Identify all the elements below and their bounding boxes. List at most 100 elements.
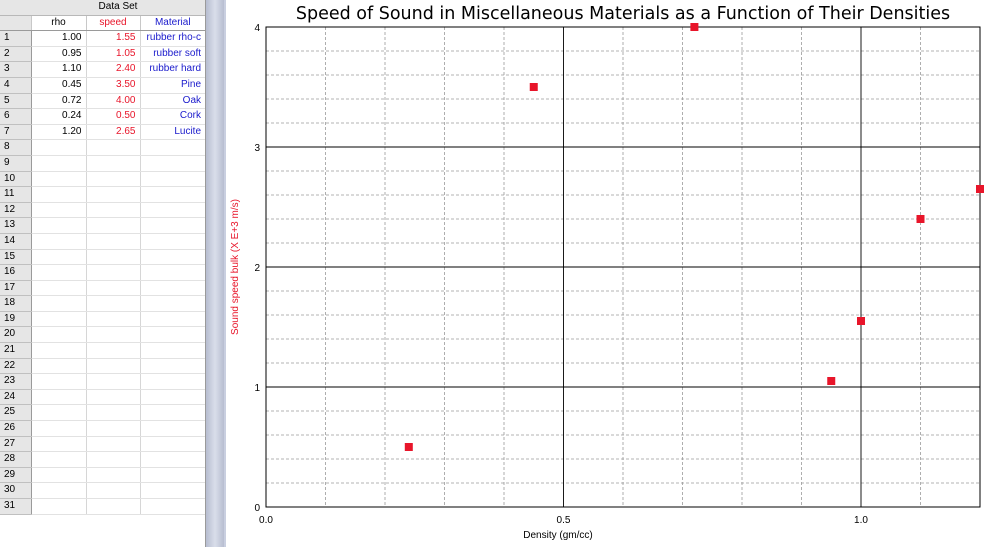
empty-cell[interactable] [139, 420, 205, 437]
empty-cell[interactable] [85, 451, 140, 468]
empty-cell[interactable] [85, 217, 140, 234]
empty-cell[interactable] [85, 186, 140, 203]
table-row-empty[interactable]: 12 [0, 202, 205, 219]
empty-cell[interactable] [30, 436, 86, 453]
empty-cell[interactable] [30, 202, 86, 219]
cell-rho[interactable]: 0.72 [30, 93, 86, 110]
table-row-empty[interactable]: 11 [0, 186, 205, 203]
empty-cell[interactable] [85, 358, 140, 375]
empty-cell[interactable] [30, 295, 86, 312]
empty-cell[interactable] [85, 342, 140, 359]
column-header-material[interactable]: Material [139, 15, 205, 32]
cell-material[interactable]: Lucite [139, 124, 205, 141]
empty-cell[interactable] [139, 280, 205, 297]
cell-speed[interactable]: 1.55 [85, 30, 140, 47]
empty-cell[interactable] [139, 233, 205, 250]
empty-cell[interactable] [139, 155, 205, 172]
empty-cell[interactable] [30, 420, 86, 437]
empty-cell[interactable] [85, 171, 140, 188]
cell-material[interactable]: rubber soft [139, 46, 205, 63]
empty-cell[interactable] [85, 482, 140, 499]
cell-material[interactable]: rubber rho-c [139, 30, 205, 47]
empty-cell[interactable] [139, 326, 205, 344]
empty-cell[interactable] [30, 451, 86, 468]
empty-cell[interactable] [30, 249, 86, 266]
table-row-empty[interactable]: 24 [0, 389, 205, 406]
empty-cell[interactable] [85, 498, 140, 515]
cell-rho[interactable]: 1.10 [30, 61, 86, 78]
empty-cell[interactable] [85, 311, 140, 328]
empty-cell[interactable] [30, 155, 86, 172]
empty-cell[interactable] [139, 295, 205, 312]
empty-cell[interactable] [30, 171, 86, 188]
cell-speed[interactable]: 0.50 [85, 108, 140, 125]
empty-cell[interactable] [30, 217, 86, 234]
empty-cell[interactable] [30, 389, 86, 406]
empty-cell[interactable] [139, 482, 205, 499]
cell-rho[interactable]: 0.24 [30, 108, 86, 125]
cell-speed[interactable]: 1.05 [85, 46, 140, 63]
empty-cell[interactable] [85, 420, 140, 437]
empty-cell[interactable] [139, 436, 205, 453]
cell-material[interactable]: Oak [139, 93, 205, 110]
empty-cell[interactable] [139, 467, 205, 484]
column-header-speed[interactable]: speed [85, 15, 140, 32]
table-row-empty[interactable]: 21 [0, 342, 205, 359]
empty-cell[interactable] [139, 373, 205, 390]
cell-rho[interactable]: 0.95 [30, 46, 86, 63]
empty-cell[interactable] [85, 389, 140, 406]
table-row-empty[interactable]: 28 [0, 451, 205, 468]
table-row[interactable]: 5 0.72 4.00 Oak [0, 93, 205, 110]
cell-speed[interactable]: 2.40 [85, 61, 140, 78]
table-row-empty[interactable]: 31 [0, 498, 205, 515]
empty-cell[interactable] [139, 186, 205, 203]
empty-cell[interactable] [139, 389, 205, 406]
table-row[interactable]: 7 1.20 2.65 Lucite [0, 124, 205, 141]
table-row-empty[interactable]: 17 [0, 280, 205, 297]
empty-cell[interactable] [85, 467, 140, 484]
table-row-empty[interactable]: 19 [0, 311, 205, 328]
empty-cell[interactable] [85, 264, 140, 281]
empty-cell[interactable] [30, 139, 86, 156]
empty-cell[interactable] [85, 295, 140, 312]
empty-cell[interactable] [30, 358, 86, 375]
empty-cell[interactable] [85, 373, 140, 390]
empty-cell[interactable] [85, 249, 140, 266]
table-row-empty[interactable]: 15 [0, 249, 205, 266]
empty-cell[interactable] [139, 342, 205, 359]
column-header-rho[interactable]: rho [30, 15, 86, 32]
empty-cell[interactable] [139, 404, 205, 422]
table-row-empty[interactable]: 18 [0, 295, 205, 312]
panel-divider[interactable] [206, 0, 224, 547]
cell-rho[interactable]: 1.00 [30, 30, 86, 47]
empty-cell[interactable] [85, 233, 140, 250]
table-row[interactable]: 4 0.45 3.50 Pine [0, 77, 205, 94]
table-row-empty[interactable]: 13 [0, 217, 205, 234]
empty-cell[interactable] [30, 233, 86, 250]
cell-material[interactable]: rubber hard [139, 61, 205, 78]
table-row[interactable]: 2 0.95 1.05 rubber soft [0, 46, 205, 63]
empty-cell[interactable] [85, 280, 140, 297]
empty-cell[interactable] [30, 264, 86, 281]
cell-speed[interactable]: 3.50 [85, 77, 140, 94]
empty-cell[interactable] [30, 311, 86, 328]
table-row-empty[interactable]: 16 [0, 264, 205, 281]
cell-rho[interactable]: 0.45 [30, 77, 86, 94]
cell-rho[interactable]: 1.20 [30, 124, 86, 141]
table-row-empty[interactable]: 10 [0, 171, 205, 188]
empty-cell[interactable] [30, 467, 86, 484]
empty-cell[interactable] [30, 373, 86, 390]
empty-cell[interactable] [85, 326, 140, 344]
empty-cell[interactable] [139, 171, 205, 188]
empty-cell[interactable] [85, 202, 140, 219]
table-row[interactable]: 1 1.00 1.55 rubber rho-c [0, 30, 205, 47]
empty-cell[interactable] [30, 280, 86, 297]
empty-cell[interactable] [30, 342, 86, 359]
table-row-empty[interactable]: 29 [0, 467, 205, 484]
empty-cell[interactable] [30, 326, 86, 344]
empty-cell[interactable] [85, 155, 140, 172]
table-row[interactable]: 3 1.10 2.40 rubber hard [0, 61, 205, 78]
empty-cell[interactable] [85, 139, 140, 156]
table-row-empty[interactable]: 20 [0, 326, 205, 344]
empty-cell[interactable] [30, 498, 86, 515]
